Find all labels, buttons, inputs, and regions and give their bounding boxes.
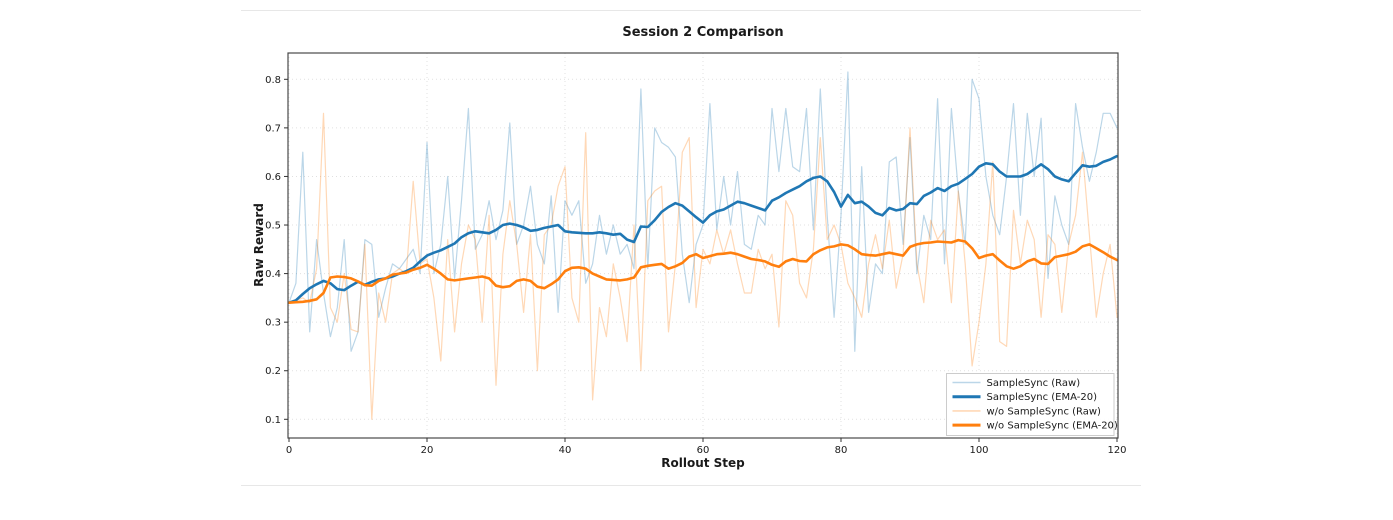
- series-layer: [287, 71, 1119, 420]
- chart-title: Session 2 Comparison: [622, 25, 783, 40]
- legend-item: SampleSync (EMA-20): [952, 392, 1098, 403]
- x-tick-label: 60: [697, 445, 710, 456]
- legend-label: SampleSync (EMA-20): [987, 392, 1098, 403]
- y-axis-label: Raw Reward: [252, 203, 266, 287]
- legend-item: w/o SampleSync (Raw): [952, 406, 1102, 417]
- y-tick-label: 0.1: [265, 415, 281, 426]
- y-tick-label: 0.4: [265, 269, 281, 280]
- y-tick-label: 0.2: [265, 366, 281, 377]
- legend-item: SampleSync (Raw): [952, 378, 1081, 389]
- y-tick-label: 0.8: [265, 75, 281, 86]
- series-line-w-o-samplesync-raw-: [288, 112, 1118, 420]
- x-tick-label: 120: [1107, 445, 1126, 456]
- series-line-samplesync-ema-20-: [287, 154, 1119, 305]
- x-tick-label: 0: [286, 445, 292, 456]
- y-tick-label: 0.3: [265, 318, 281, 329]
- tick-layer: 0.1 0.2 0.3 0.4 0.5 0.6 0.7 0.8 0 20 40 60 80 100 120: [265, 75, 1126, 456]
- x-tick-label: 100: [969, 445, 988, 456]
- divider-top: [241, 10, 1141, 11]
- y-tick-label: 0.7: [265, 123, 281, 134]
- x-axis-label: Rollout Step: [661, 456, 745, 470]
- x-tick-label: 80: [835, 445, 848, 456]
- y-tick-label: 0.5: [265, 221, 281, 232]
- x-tick-label: 40: [559, 445, 572, 456]
- legend-label: w/o SampleSync (EMA-20): [987, 421, 1118, 432]
- legend: SampleSync (Raw) SampleSync (EMA-20) w/o S…: [946, 373, 1118, 436]
- x-tick-label: 20: [421, 445, 434, 456]
- series-line-samplesync-raw-: [288, 71, 1118, 352]
- y-tick-label: 0.6: [265, 172, 281, 183]
- legend-item: w/o SampleSync (EMA-20): [952, 421, 1118, 432]
- legend-label: SampleSync (Raw): [987, 378, 1081, 389]
- divider-bottom: [241, 485, 1141, 486]
- legend-label: w/o SampleSync (Raw): [987, 406, 1102, 417]
- series-line-w-o-samplesync-ema-20-: [287, 238, 1119, 305]
